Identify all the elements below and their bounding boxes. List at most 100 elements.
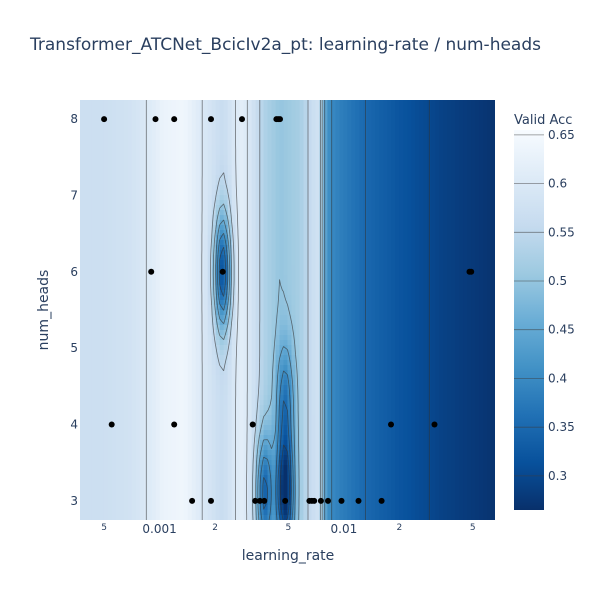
heatmap-cell [319,155,325,161]
heatmap-cell [347,300,352,306]
heatmap-cell [431,240,436,246]
heatmap-cell [359,320,364,326]
heatmap-cell [239,335,245,341]
heatmap-cell [479,125,484,131]
heatmap-cell [119,180,125,186]
heatmap-cell [343,230,348,236]
heatmap-cell [487,250,492,256]
heatmap-cell [163,145,169,151]
heatmap-cell [195,240,201,246]
heatmap-cell [435,210,440,216]
heatmap-cell [347,145,352,151]
heatmap-cell [323,185,328,191]
heatmap-cell [111,255,117,261]
heatmap-cell [119,245,125,251]
heatmap-cell [87,245,93,251]
heatmap-cell [419,330,424,336]
heatmap-cell [283,210,289,216]
heatmap-cell [131,240,137,246]
heatmap-cell [419,120,424,126]
heatmap-cell [103,190,109,196]
heatmap-cell [399,145,404,151]
heatmap-cell [287,105,293,111]
heatmap-cell [359,135,364,141]
heatmap-cell [203,170,209,176]
heatmap-cell [223,100,229,106]
heatmap-cell [99,235,105,241]
heatmap-cell [335,325,340,331]
heatmap-cell [407,210,412,216]
heatmap-cell [471,275,476,281]
heatmap-cell [247,180,253,186]
heatmap-cell [231,220,237,226]
heatmap-cell [195,175,201,181]
heatmap-cell [463,155,468,161]
heatmap-cell [367,270,372,276]
heatmap-cell [419,300,424,306]
heatmap-cell [211,215,217,221]
heatmap-cell [115,265,121,271]
heatmap-cell [191,160,197,166]
heatmap-cell [331,145,336,151]
heatmap-cell [191,170,197,176]
heatmap-cell [479,135,484,141]
heatmap-cell [479,320,484,326]
heatmap-cell [159,300,165,306]
heatmap-cell [443,190,448,196]
heatmap-cell [339,245,344,251]
heatmap-cell [371,180,376,186]
heatmap-cell [139,250,145,256]
heatmap-cell [183,230,189,236]
heatmap-cell [119,200,125,206]
heatmap-cell [155,290,161,296]
heatmap-cell [83,335,89,341]
heatmap-cell [215,140,221,146]
heatmap-cell [443,280,448,286]
heatmap-cell [491,215,495,221]
heatmap-cell [415,130,420,136]
heatmap-cell [439,210,444,216]
heatmap-cell [263,110,269,116]
heatmap-cell [383,240,388,246]
heatmap-cell [179,115,185,121]
heatmap-cell [155,215,161,221]
heatmap-cell [443,315,448,321]
heatmap-cell [259,145,265,151]
heatmap-cell [80,200,85,206]
heatmap-cell [359,220,364,226]
heatmap-cell [371,165,376,171]
heatmap-cell [475,125,480,131]
heatmap-cell [487,230,492,236]
heatmap-cell [375,295,380,301]
heatmap-cell [475,230,480,236]
heatmap-cell [291,330,297,336]
heatmap-cell [291,170,297,176]
heatmap-cell [407,260,412,266]
heatmap-cell [375,300,380,306]
heatmap-cell [275,225,281,231]
heatmap-cell [239,165,245,171]
heatmap-cell [395,240,400,246]
heatmap-cell [323,195,328,201]
heatmap-cell [451,130,456,136]
heatmap-cell [127,235,133,241]
heatmap-cell [155,280,161,286]
heatmap-cell [483,295,488,301]
heatmap-cell [91,105,97,111]
heatmap-cell [435,325,440,331]
heatmap-cell [223,250,229,256]
heatmap-cell [147,100,153,106]
heatmap-cell [399,100,404,106]
heatmap-cell [131,205,137,211]
heatmap-cell [315,240,321,246]
heatmap-cell [391,300,396,306]
heatmap-cell [367,160,372,166]
heatmap-cell [195,170,201,176]
heatmap-cell [147,200,153,206]
heatmap-cell [187,200,193,206]
heatmap-cell [419,100,424,106]
heatmap-cell [415,285,420,291]
heatmap-cell [203,190,209,196]
heatmap-cell [235,145,241,151]
heatmap-cell [347,100,352,106]
